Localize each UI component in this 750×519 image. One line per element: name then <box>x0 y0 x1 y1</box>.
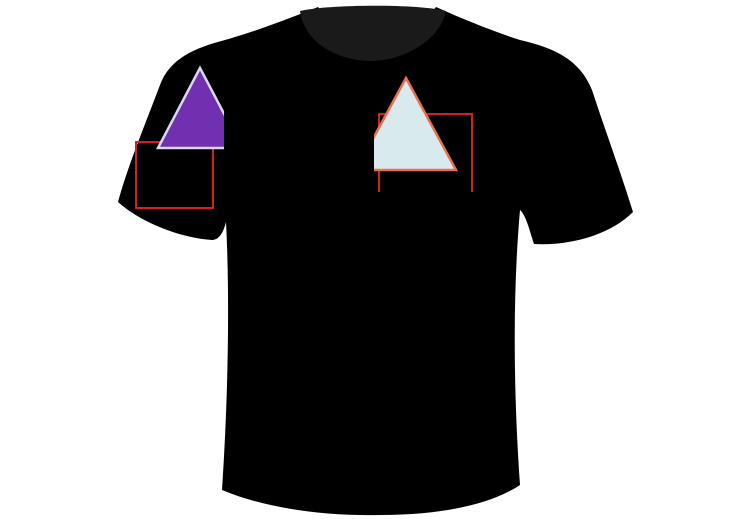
tshirt-body <box>118 7 633 516</box>
tshirt-collar <box>300 5 446 61</box>
chest-triangle <box>374 75 459 172</box>
left-sleeve-triangle <box>155 65 224 150</box>
